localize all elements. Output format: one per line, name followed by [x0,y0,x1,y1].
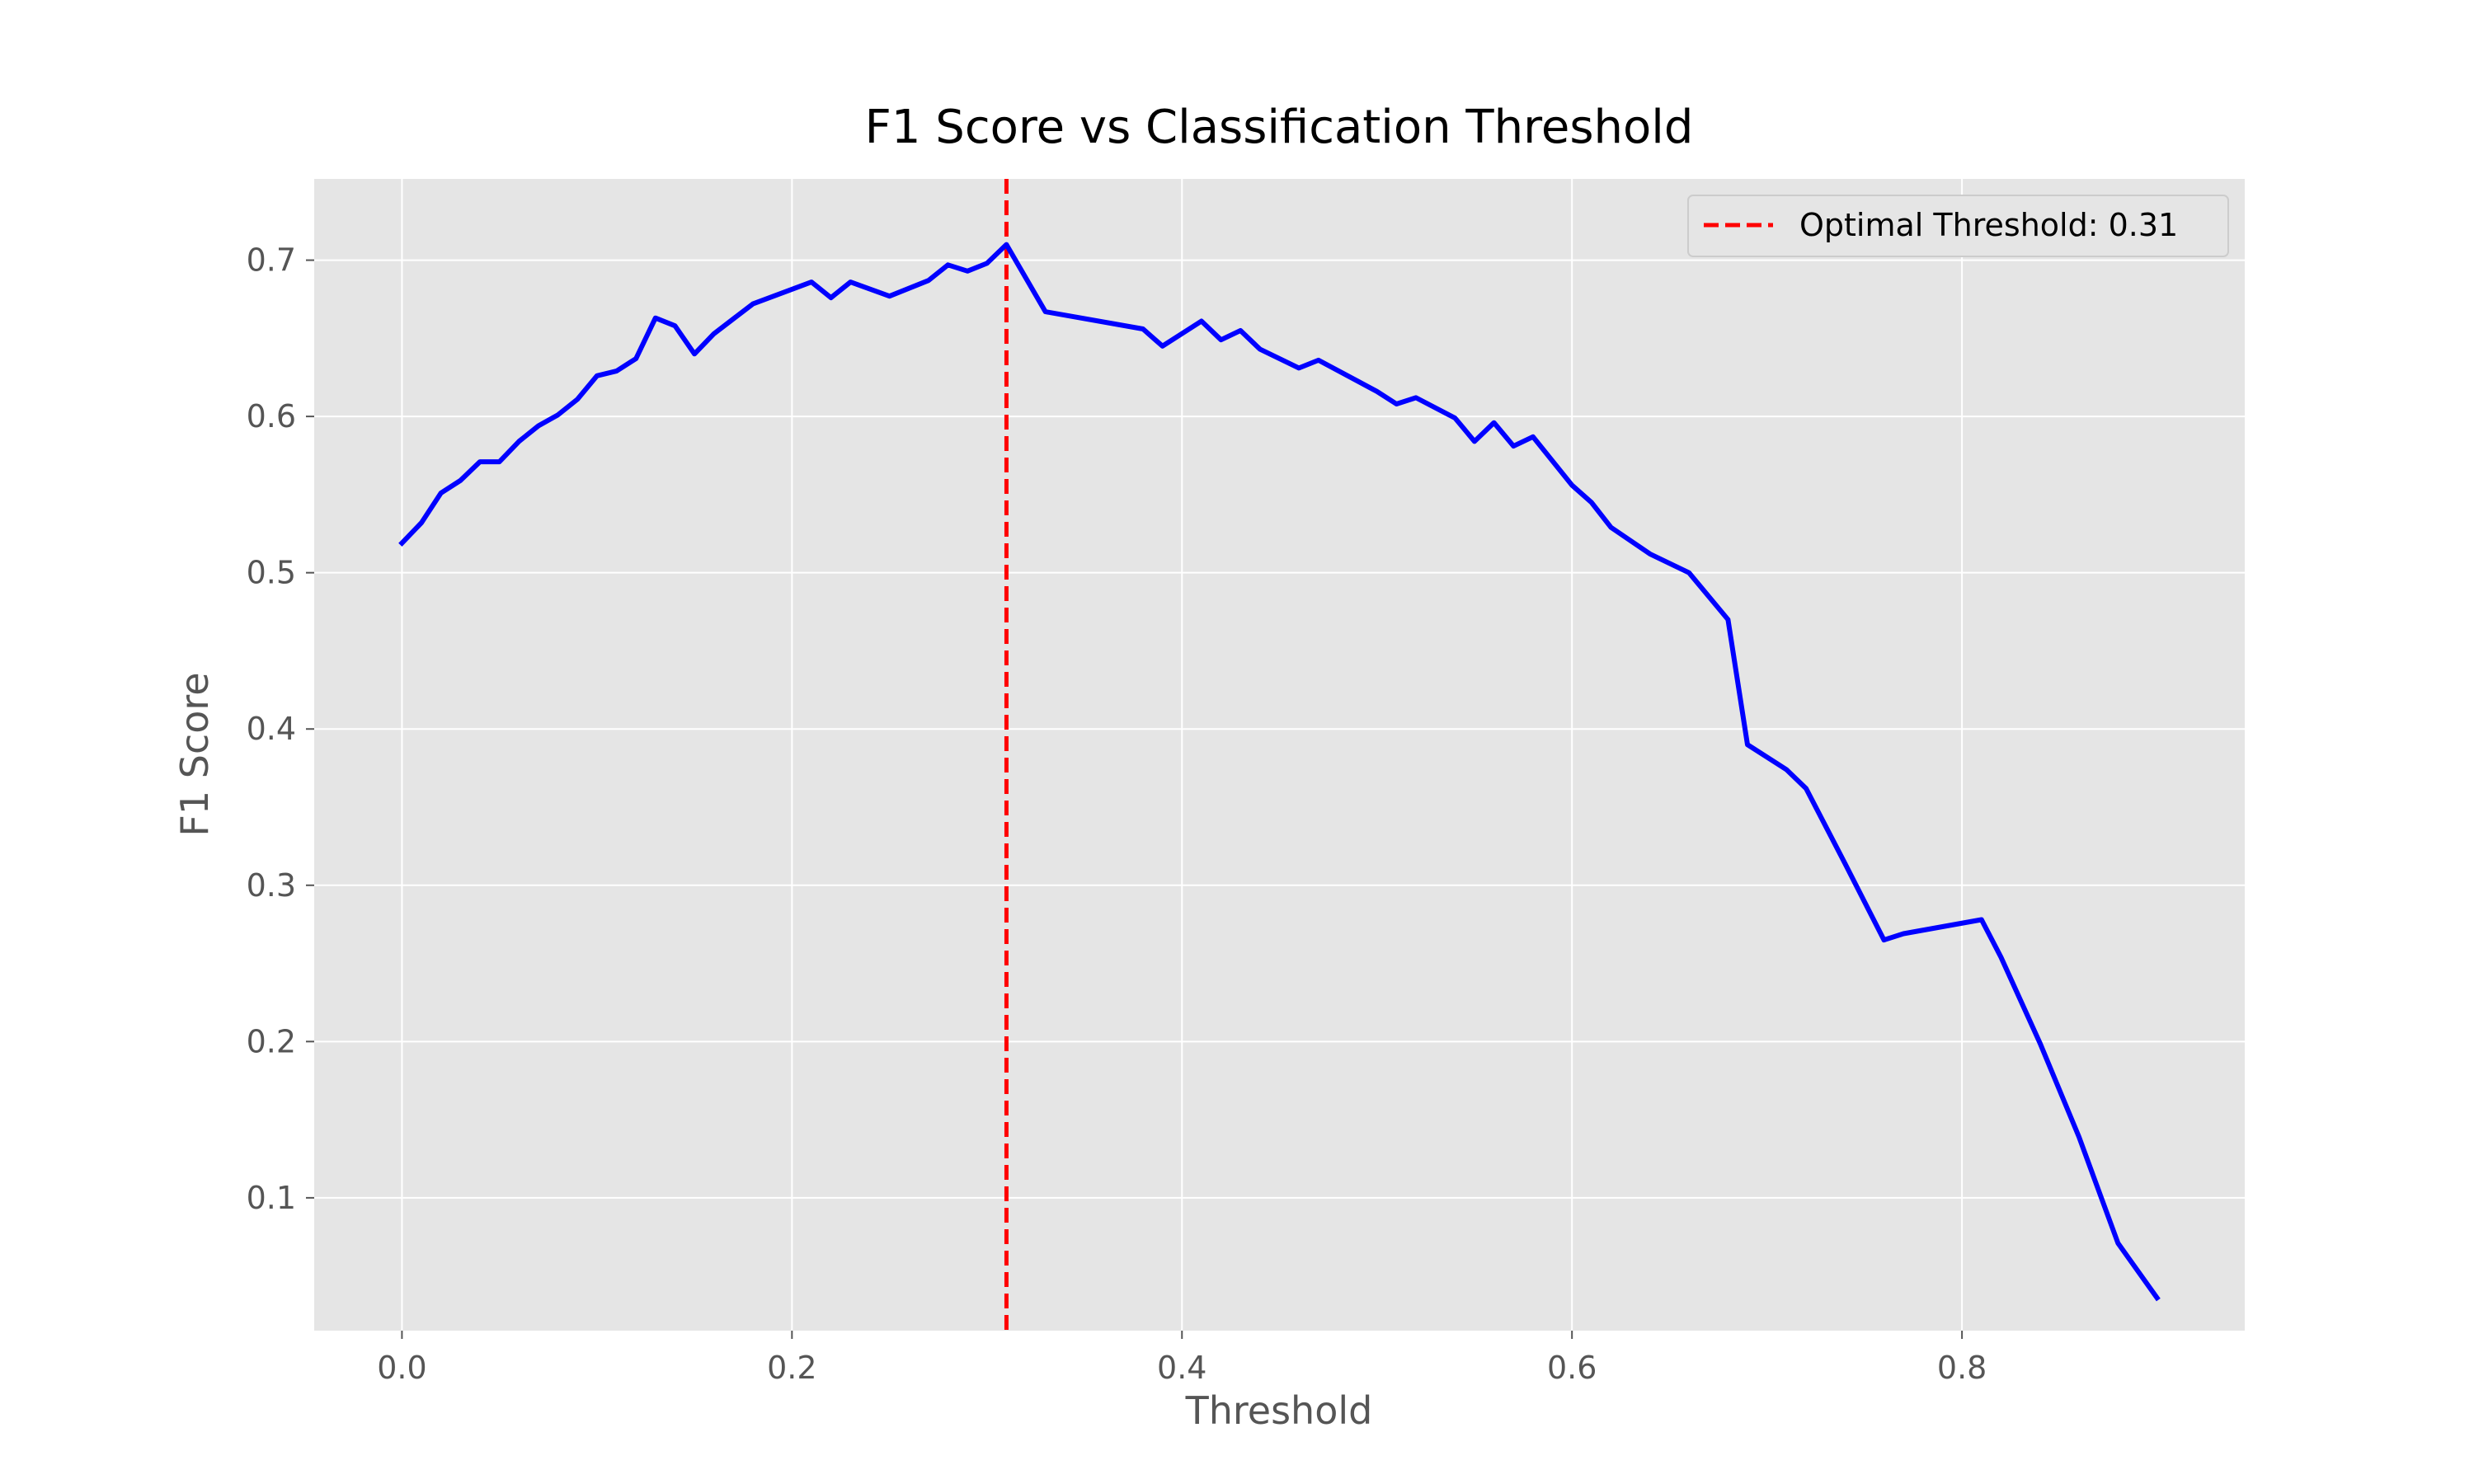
x-tick-label: 0.0 [377,1350,426,1386]
y-tick-label: 0.3 [247,867,296,904]
x-axis-ticks: 0.0 0.2 0.4 0.6 0.8 [377,1331,1987,1386]
grid [314,179,2245,1331]
x-tick-label: 0.4 [1157,1350,1206,1386]
x-axis-label: Threshold [1185,1388,1373,1433]
y-tick-label: 0.4 [247,711,296,747]
f1-score-line [398,242,2161,1302]
y-tick-label: 0.1 [247,1180,296,1216]
y-axis-ticks: 0.1 0.2 0.3 0.4 0.5 0.6 0.7 [247,242,314,1216]
y-tick-label: 0.2 [247,1023,296,1059]
series [398,242,2161,1302]
x-tick-label: 0.2 [767,1350,816,1386]
plot-area [314,179,2245,1331]
legend: Optimal Threshold: 0.31 [1687,195,2229,257]
legend-label-optimal-threshold: Optimal Threshold: 0.31 [1799,207,2178,243]
x-tick-label: 0.8 [1937,1350,1987,1386]
y-tick-label: 0.6 [247,398,296,434]
y-tick-label: 0.7 [247,242,296,279]
chart-title: F1 Score vs Classification Threshold [865,101,1694,154]
legend-box [1687,195,2229,257]
y-tick-label: 0.5 [247,555,296,591]
x-tick-label: 0.6 [1547,1350,1597,1386]
y-axis-label: F1 Score [172,672,217,836]
